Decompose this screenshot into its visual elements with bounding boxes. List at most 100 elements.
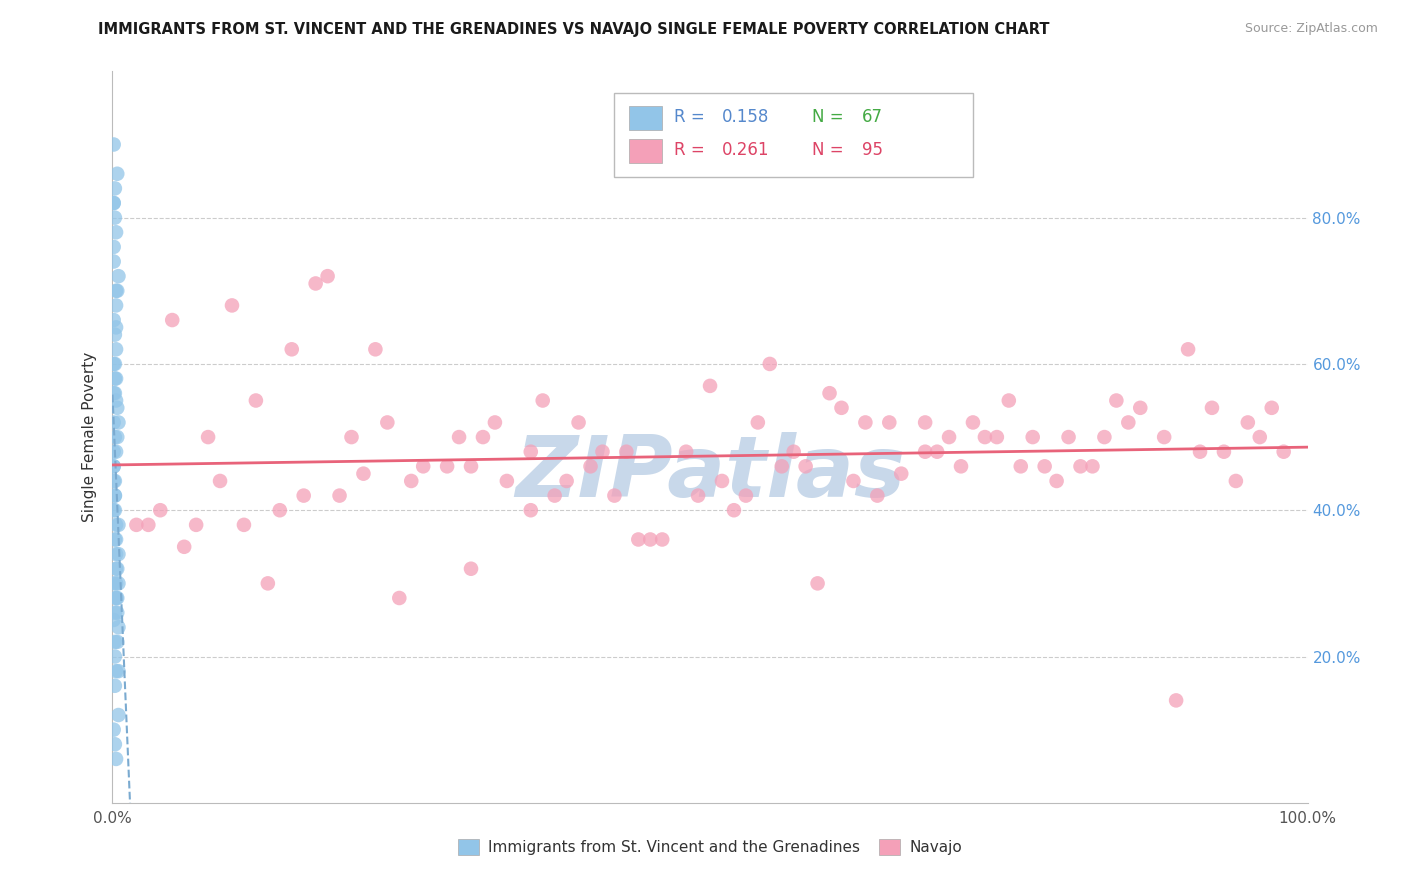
Point [412,459,434,474]
Point [472,430,495,444]
Point [555,474,578,488]
Point [986,430,1008,444]
Point [104,503,127,517]
Point [1225,474,1247,488]
Point [104,327,127,342]
Point [209,474,232,488]
Point [1022,430,1045,444]
Point [1166,693,1188,707]
Point [104,606,127,620]
Point [104,357,127,371]
Point [460,459,482,474]
Point [105,298,128,312]
Point [1046,474,1069,488]
Point [105,444,128,458]
Point [316,269,339,284]
Point [107,517,129,532]
Point [105,371,128,385]
Point [105,167,128,181]
Point [1272,444,1295,458]
Point [103,723,125,737]
Point [329,489,352,503]
Point [616,444,638,458]
Point [531,393,554,408]
Point [107,708,129,723]
Point [879,416,901,430]
Point [950,459,973,474]
Point [103,503,125,517]
Point [807,576,830,591]
Point [257,576,280,591]
Point [855,416,877,430]
Point [747,416,769,430]
Point [138,517,160,532]
Point [105,591,128,605]
Point [770,459,793,474]
Point [105,343,128,357]
Point [105,664,128,678]
Point [1094,430,1116,444]
Point [460,562,482,576]
Point [105,591,128,605]
Point [842,474,865,488]
Point [568,416,591,430]
Point [105,752,128,766]
Point [723,503,745,517]
Point [938,430,960,444]
Point [104,635,127,649]
Text: 0.261: 0.261 [723,141,769,159]
Point [520,444,543,458]
Text: 67: 67 [862,108,883,126]
Point [104,430,127,444]
Point [105,533,128,547]
Text: R =: R = [675,108,710,126]
Point [105,225,128,239]
Point [699,379,721,393]
Point [340,430,363,444]
Point [107,416,129,430]
Point [105,547,128,561]
Point [831,401,853,415]
Point [1249,430,1271,444]
Point [974,430,997,444]
Point [1081,459,1104,474]
Point [890,467,912,481]
Point [675,444,697,458]
Point [186,517,208,532]
Point [794,459,817,474]
Text: N =: N = [811,141,848,159]
Point [105,517,128,532]
Point [711,474,734,488]
Point [1105,393,1128,408]
Point [388,591,411,605]
Point [281,343,304,357]
Point [782,444,804,458]
Point [914,444,936,458]
Bar [628,106,662,130]
Point [104,679,127,693]
Point [627,533,650,547]
Point [103,576,125,591]
Text: IMMIGRANTS FROM ST. VINCENT AND THE GRENADINES VS NAVAJO SINGLE FEMALE POVERTY C: IMMIGRANTS FROM ST. VINCENT AND THE GREN… [98,22,1050,37]
Point [1010,459,1032,474]
Point [105,591,128,605]
Point [735,489,758,503]
Point [103,137,125,152]
Point [104,489,127,503]
Point [149,503,172,517]
Legend: Immigrants from St. Vincent and the Grenadines, Navajo: Immigrants from St. Vincent and the Gren… [451,833,969,861]
Point [104,649,127,664]
Point [197,430,219,444]
Point [104,386,127,401]
Point [221,298,243,312]
Bar [628,138,662,163]
Point [1189,444,1212,458]
Point [104,474,127,488]
Text: ZIPatlas: ZIPatlas [515,432,905,516]
Point [1057,430,1080,444]
Point [103,196,125,211]
Point [1177,343,1199,357]
Point [103,459,125,474]
Point [1153,430,1175,444]
Point [1261,401,1284,415]
